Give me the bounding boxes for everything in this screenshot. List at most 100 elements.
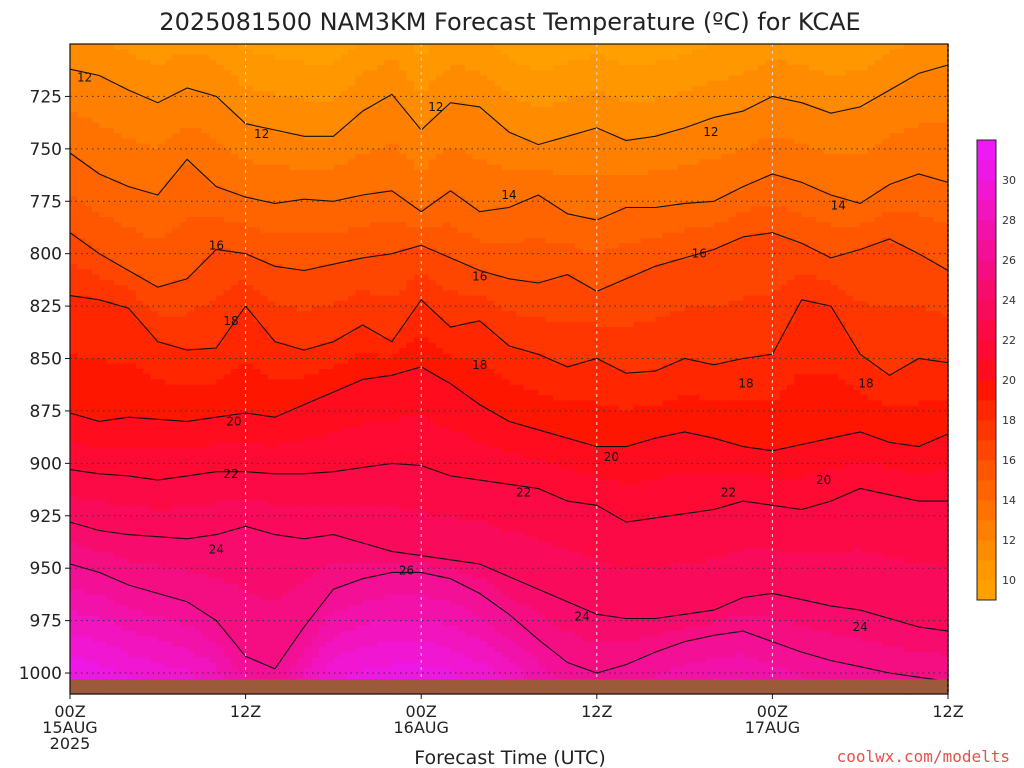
field-cell — [304, 363, 313, 370]
field-cell — [326, 264, 334, 271]
field-cell — [209, 70, 217, 77]
field-cell — [318, 232, 327, 239]
field-cell — [340, 589, 349, 596]
field-cell — [304, 106, 313, 113]
field-cell — [99, 101, 108, 108]
field-cell — [157, 573, 166, 580]
field-cell — [91, 521, 100, 527]
field-cell — [296, 610, 305, 616]
field-cell — [318, 295, 327, 302]
field-cell — [238, 44, 247, 50]
field-cell — [201, 59, 210, 66]
field-cell — [340, 515, 349, 522]
field-cell — [128, 652, 137, 658]
field-cell — [99, 190, 108, 197]
field-cell — [135, 64, 144, 71]
field-cell — [157, 384, 166, 391]
field-cell — [326, 237, 334, 244]
field-cell — [194, 641, 203, 648]
field-cell — [157, 85, 166, 92]
field-cell — [194, 562, 203, 569]
field-cell — [304, 594, 313, 601]
field-cell — [121, 505, 130, 512]
field-cell — [194, 180, 203, 187]
field-cell — [238, 290, 247, 297]
field-cell — [230, 573, 239, 580]
field-cell — [216, 196, 225, 202]
field-cell — [326, 290, 334, 297]
field-cell — [355, 196, 364, 202]
field-cell — [304, 515, 313, 522]
field-cell — [245, 117, 254, 124]
field-cell — [121, 657, 130, 664]
field-cell — [113, 389, 122, 396]
field-cell — [70, 416, 78, 423]
field-cell — [267, 185, 276, 192]
field-cell — [216, 646, 225, 653]
field-cell — [70, 610, 78, 616]
field-cell — [157, 148, 166, 155]
field-cell — [267, 505, 276, 512]
field-cell — [194, 636, 203, 643]
field-cell — [113, 243, 122, 250]
field-cell — [172, 657, 181, 664]
field-cell — [157, 154, 166, 160]
field-cell — [143, 70, 152, 77]
field-cell — [91, 604, 100, 611]
field-cell — [340, 175, 349, 181]
field-cell — [333, 190, 342, 197]
field-cell — [216, 190, 225, 197]
field-cell — [172, 521, 181, 527]
field-cell — [201, 316, 210, 323]
field-cell — [311, 615, 320, 622]
field-cell — [157, 306, 166, 312]
field-cell — [304, 389, 313, 396]
field-cell — [274, 306, 283, 312]
field-cell — [355, 164, 364, 171]
field-cell — [106, 127, 115, 134]
field-cell — [333, 531, 342, 538]
field-cell — [223, 133, 232, 139]
field-cell — [84, 494, 93, 501]
field-cell — [157, 321, 166, 328]
field-cell — [150, 578, 159, 585]
field-cell — [77, 479, 86, 485]
field-cell — [150, 631, 159, 637]
field-cell — [143, 64, 152, 71]
field-cell — [187, 127, 195, 134]
field-cell — [150, 395, 159, 402]
field-cell — [348, 615, 356, 622]
field-cell — [355, 64, 364, 71]
field-cell — [150, 604, 159, 611]
field-cell — [187, 521, 195, 527]
field-cell — [91, 59, 100, 66]
field-cell — [289, 70, 298, 77]
field-cell — [70, 127, 78, 134]
field-cell — [267, 594, 276, 601]
field-cell — [355, 547, 364, 554]
field-cell — [230, 562, 239, 569]
field-cell — [84, 620, 93, 627]
field-cell — [216, 604, 225, 611]
field-cell — [99, 594, 108, 601]
field-cell — [260, 667, 269, 674]
field-cell — [121, 290, 130, 297]
field-cell — [179, 206, 188, 213]
field-cell — [70, 143, 78, 150]
field-cell — [260, 615, 269, 622]
field-cell — [143, 143, 152, 150]
field-cell — [209, 248, 217, 255]
field-cell — [326, 631, 334, 637]
field-cell — [216, 389, 225, 396]
field-cell — [70, 541, 78, 548]
field-cell — [135, 547, 144, 554]
field-cell — [113, 348, 122, 354]
field-cell — [245, 541, 254, 548]
field-cell — [252, 515, 261, 522]
field-cell — [99, 159, 108, 166]
field-cell — [355, 49, 364, 56]
field-cell — [252, 473, 261, 480]
field-cell — [252, 80, 261, 87]
field-cell — [304, 337, 313, 344]
field-cell — [326, 222, 334, 229]
